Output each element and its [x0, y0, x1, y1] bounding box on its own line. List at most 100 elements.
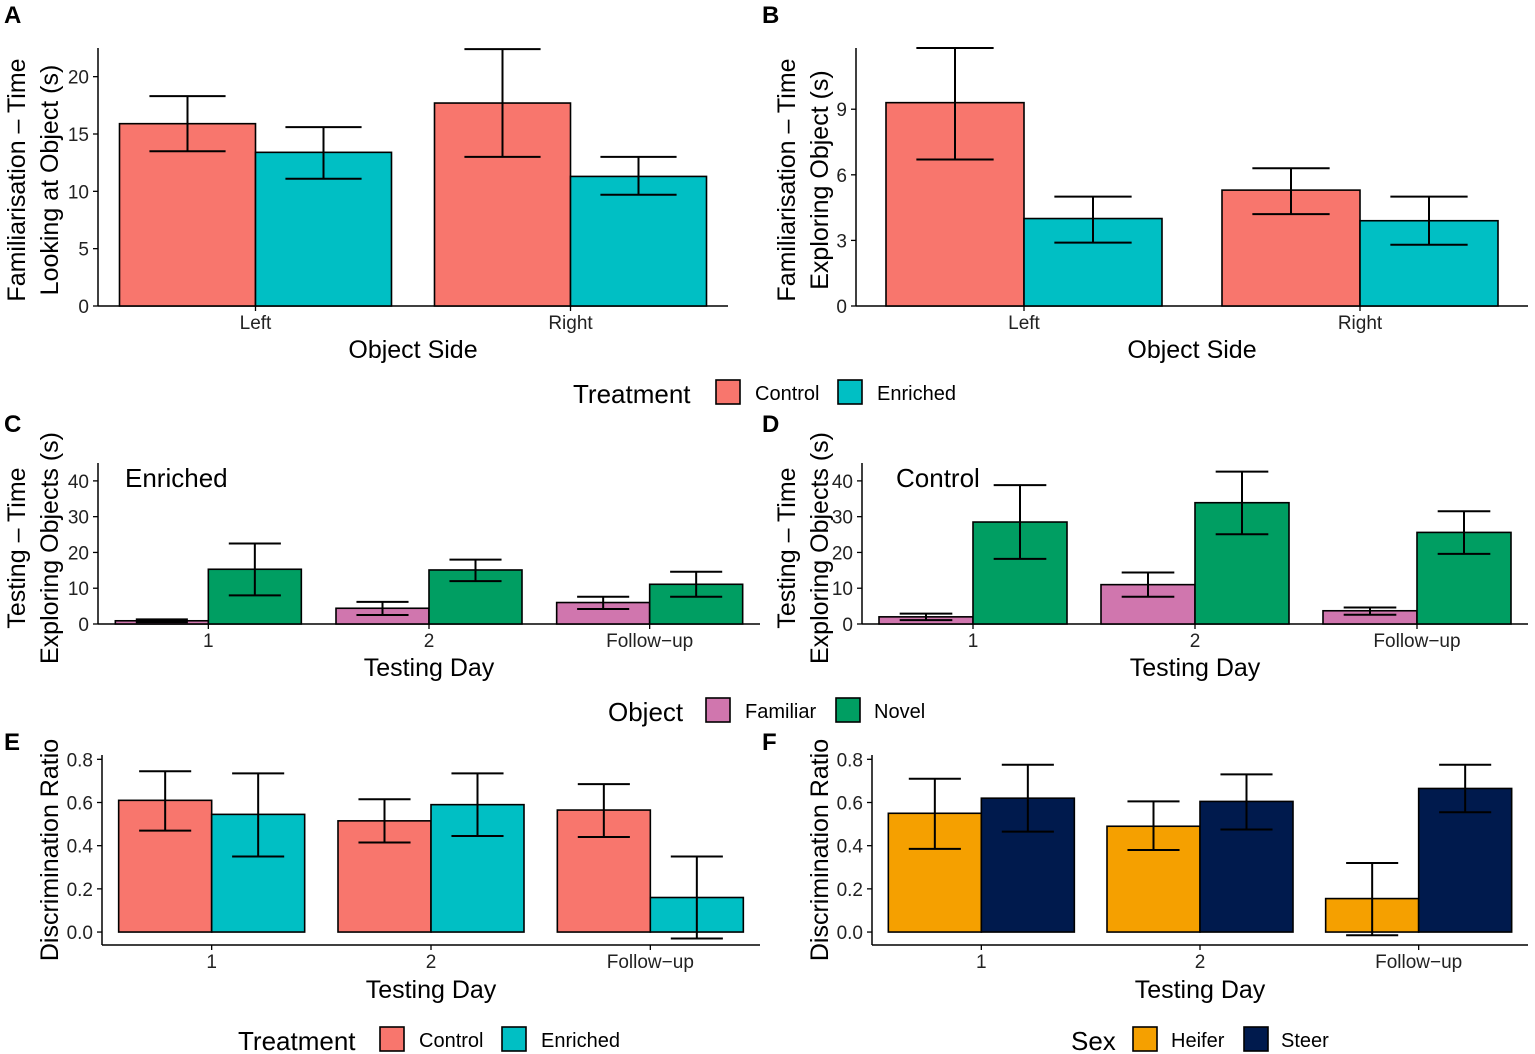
error-bar: [1220, 773, 1273, 831]
error-bar: [1437, 510, 1491, 555]
x-tick-label: Follow−up: [606, 631, 693, 652]
legend-swatch-familiar: [705, 697, 731, 723]
legend-title: Object: [608, 697, 684, 727]
y-tick-label: 40: [68, 472, 89, 493]
legend-label-steer: Steer: [1281, 1030, 1329, 1052]
error-bar: [1054, 195, 1132, 244]
x-axis-title: Testing Day: [366, 976, 497, 1004]
y-tick-label: 0.6: [837, 794, 863, 815]
legend-swatch-novel: [835, 697, 861, 723]
y-tick-label: 20: [68, 543, 89, 564]
error-bar: [356, 600, 409, 617]
y-axis-title: Exploring Object (s): [806, 70, 834, 290]
legend-label-novel: Novel: [874, 701, 925, 723]
legend-swatch-steer: [1243, 1026, 1269, 1052]
y-axis-title: Testing – Time: [773, 467, 801, 628]
legend-label-enriched: Enriched: [541, 1030, 620, 1052]
y-tick-label: 0.6: [67, 794, 93, 815]
y-tick-label: 0.8: [837, 750, 863, 771]
error-bar: [1127, 800, 1180, 851]
x-tick-label: 2: [424, 631, 435, 652]
y-tick-label: 0.0: [837, 923, 863, 944]
error-bar: [1346, 861, 1399, 937]
y-axis-title: Looking at Object (s): [36, 65, 64, 296]
legend-swatch-control: [379, 1026, 405, 1052]
y-tick-label: 20: [832, 543, 853, 564]
error-bar: [993, 484, 1047, 560]
x-axis-title: Object Side: [1127, 336, 1256, 364]
error-bar: [1252, 167, 1330, 216]
y-tick-label: 0.8: [67, 750, 93, 771]
error-bar: [464, 48, 541, 158]
chart-panel-c: 0 10 20 30 40 1 2 Follow−up Testing Day Testing –…: [3, 432, 760, 682]
y-axis-title: Testing – Time: [3, 467, 31, 628]
legend-label-familiar: Familiar: [745, 701, 816, 723]
y-tick-label: 5: [78, 240, 89, 261]
panel-letter-f: F: [762, 729, 777, 756]
error-bar: [916, 47, 994, 161]
legend-title: Sex: [1071, 1026, 1116, 1054]
x-tick-label: Right: [548, 313, 593, 334]
x-tick-label: Left: [240, 313, 272, 334]
error-bar: [1439, 763, 1492, 814]
legend-swatch-control: [715, 379, 741, 405]
error-bar: [1121, 571, 1175, 598]
y-tick-label: 6: [836, 166, 847, 187]
chart-panel-e: 0.0 0.2 0.4 0.6 0.8 1 2 Follow−up Testing Day Dis…: [36, 739, 760, 1004]
error-bar: [135, 618, 188, 624]
error-bar: [600, 155, 677, 196]
error-bar: [577, 595, 630, 610]
y-tick-label: 0.2: [837, 880, 863, 901]
error-bar: [670, 855, 723, 940]
y-axis-title: Discrimination Ratio: [36, 739, 64, 961]
x-axis-title: Testing Day: [1130, 654, 1261, 682]
legend-label-enriched: Enriched: [877, 383, 956, 405]
error-bar: [1390, 195, 1468, 246]
y-axis-title: Familiarisation – Time: [773, 58, 801, 301]
y-axis-title: Exploring Objects (s): [806, 432, 834, 664]
error-bar: [285, 126, 362, 180]
bar-enriched: [569, 175, 708, 307]
panel-letter-c: C: [4, 411, 21, 438]
error-bar: [139, 770, 192, 832]
y-tick-label: 0: [836, 297, 847, 318]
x-tick-label: 2: [1190, 631, 1201, 652]
legend-label-heifer: Heifer: [1171, 1030, 1225, 1052]
error-bar: [1215, 470, 1269, 536]
x-tick-label: 2: [1195, 952, 1206, 973]
legend-sex: Sex Heifer Steer: [1071, 1026, 1329, 1054]
y-axis-title: Familiarisation – Time: [3, 58, 31, 301]
error-bar: [670, 570, 723, 598]
x-axis-title: Testing Day: [1135, 976, 1266, 1004]
legend-swatch-enriched: [501, 1026, 527, 1052]
x-tick-label: 1: [203, 631, 214, 652]
legend-label-control: Control: [755, 383, 819, 405]
y-tick-label: 0: [78, 297, 89, 318]
x-axis-title: Object Side: [348, 336, 477, 364]
y-tick-label: 0: [842, 615, 853, 636]
panel-annotation: Control: [896, 463, 980, 493]
y-tick-label: 0.4: [67, 837, 94, 858]
error-bar: [451, 772, 504, 837]
error-bar: [1001, 763, 1054, 833]
x-tick-label: Follow−up: [607, 952, 694, 973]
panel-letter-d: D: [762, 411, 779, 438]
error-bar: [577, 783, 630, 839]
legend-label-control: Control: [419, 1030, 483, 1052]
error-bar: [358, 798, 411, 844]
y-tick-label: 20: [68, 68, 89, 89]
x-tick-label: 2: [426, 952, 437, 973]
x-axis-title: Testing Day: [364, 654, 495, 682]
y-tick-label: 10: [68, 182, 89, 203]
panel-letter-e: E: [4, 729, 20, 756]
y-tick-label: 0.2: [67, 880, 93, 901]
error-bar: [908, 777, 961, 850]
y-tick-label: 0: [78, 615, 89, 636]
chart-panel-b: 0 3 6 9 Left Right Object Side Familiarisation …: [773, 47, 1528, 364]
x-tick-label: Follow−up: [1373, 631, 1460, 652]
legend-swatch-enriched: [837, 379, 863, 405]
y-tick-label: 3: [836, 231, 847, 252]
error-bar: [1343, 606, 1397, 616]
panel-letter-a: A: [4, 2, 21, 29]
y-tick-label: 15: [68, 125, 89, 146]
